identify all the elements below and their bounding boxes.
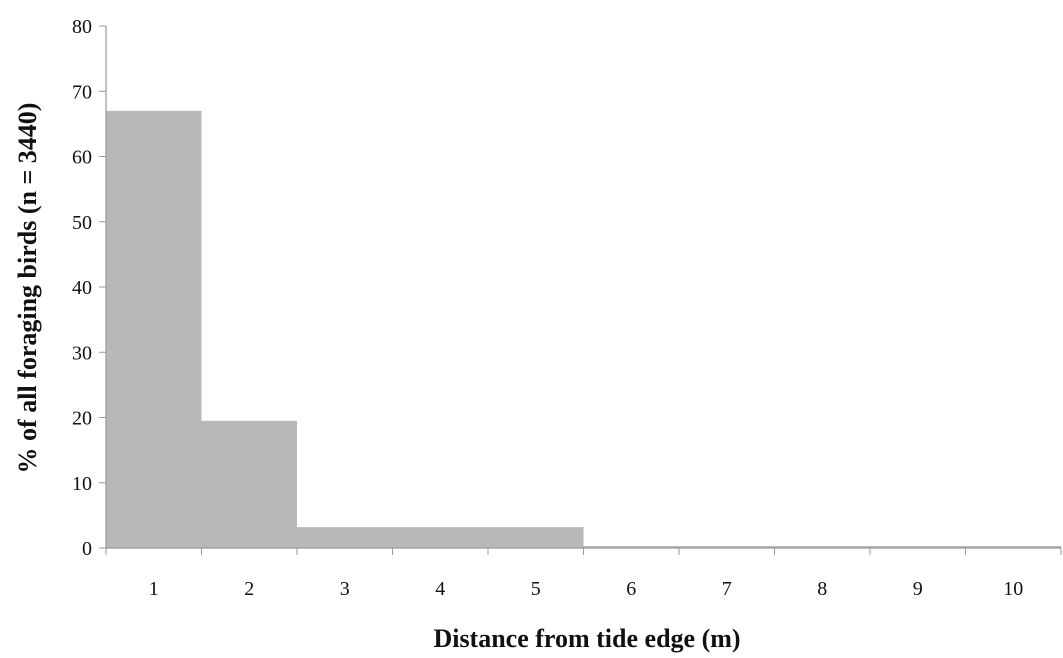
y-tick-label: 30 bbox=[72, 342, 92, 364]
bar-7 bbox=[679, 546, 775, 548]
x-tick-label-10: 10 bbox=[1003, 578, 1023, 600]
bars-group bbox=[106, 110, 1061, 548]
x-tick-label-1: 1 bbox=[149, 578, 159, 600]
bar-8 bbox=[774, 546, 870, 548]
y-tick-label: 20 bbox=[72, 408, 92, 430]
x-tick-label-5: 5 bbox=[531, 578, 541, 600]
y-tick-label: 60 bbox=[72, 147, 92, 169]
y-axis-title: % of all foraging birds (n = 3440) bbox=[13, 103, 42, 474]
x-tick-label-8: 8 bbox=[817, 578, 827, 600]
y-tick-label: 80 bbox=[72, 16, 92, 38]
bar-5 bbox=[488, 527, 584, 548]
y-tick-label: 40 bbox=[72, 277, 92, 299]
x-tick-label-9: 9 bbox=[913, 578, 923, 600]
bar-3 bbox=[297, 527, 393, 548]
x-tick-label-3: 3 bbox=[340, 578, 350, 600]
y-tick-label: 0 bbox=[82, 538, 92, 560]
bar-10 bbox=[965, 546, 1061, 548]
bar-6 bbox=[583, 546, 679, 548]
bar-9 bbox=[870, 546, 966, 548]
x-tick-label-7: 7 bbox=[722, 578, 732, 600]
y-tick-label: 50 bbox=[72, 212, 92, 234]
bar-4 bbox=[392, 527, 488, 548]
bar-2 bbox=[201, 420, 297, 548]
bar-1 bbox=[106, 110, 202, 548]
x-tick-label-6: 6 bbox=[626, 578, 636, 600]
y-tick-label: 70 bbox=[72, 81, 92, 103]
y-tick-label: 10 bbox=[72, 473, 92, 495]
x-ticks-group: 1 2 3 4 5 6 7 8 9 10 bbox=[105, 548, 1062, 600]
y-ticks-group: 0 10 20 30 40 50 60 70 80 bbox=[72, 16, 106, 560]
x-tick-label-4: 4 bbox=[435, 578, 445, 600]
x-axis-title: Distance from tide edge (m) bbox=[433, 624, 740, 653]
x-tick-label-2: 2 bbox=[244, 578, 254, 600]
